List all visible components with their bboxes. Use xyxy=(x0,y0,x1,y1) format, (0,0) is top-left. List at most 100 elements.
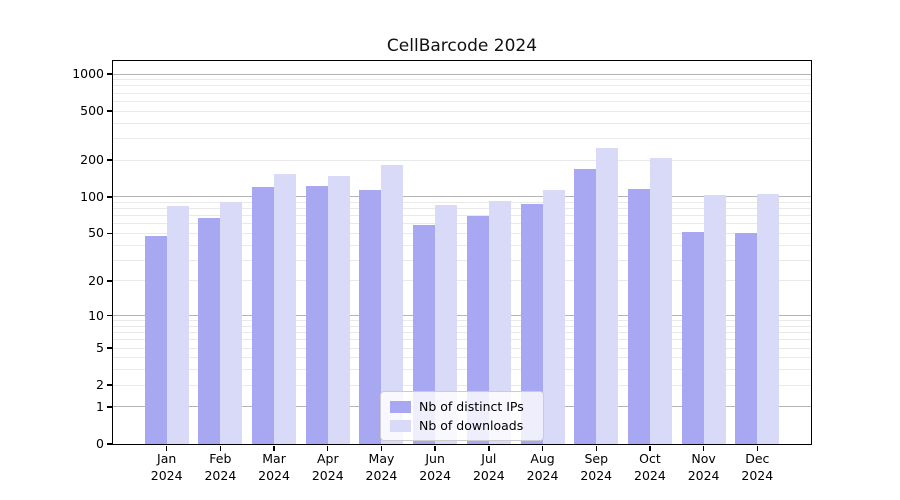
x-label-month: Aug xyxy=(530,451,555,466)
bar-ips-nov xyxy=(681,232,704,444)
legend-item-distinct-ips: Nb of distinct IPs xyxy=(390,397,534,416)
minor-gridline xyxy=(113,320,811,322)
x-label-year: 2024 xyxy=(150,467,183,483)
y-tick-mark xyxy=(107,159,112,161)
legend-item-downloads: Nb of downloads xyxy=(390,416,534,435)
x-label-month: Oct xyxy=(639,451,661,466)
bar-ips-aug xyxy=(520,204,543,444)
x-tick-label: Aug 2024 xyxy=(516,451,570,484)
minor-gridline xyxy=(113,332,811,334)
x-label-month: Apr xyxy=(316,451,339,466)
x-tick-mark xyxy=(380,446,383,451)
bar-ips-mar xyxy=(252,187,275,444)
minor-gridline xyxy=(113,208,811,210)
x-tick-mark xyxy=(327,446,329,451)
y-tick-mark xyxy=(107,110,112,112)
x-label-year: 2024 xyxy=(472,467,505,483)
x-tick-mark xyxy=(434,446,436,451)
x-label-month: Nov xyxy=(691,451,716,466)
minor-gridline xyxy=(113,100,811,102)
major-gridline xyxy=(113,315,811,317)
bar-downloads-mar xyxy=(274,174,297,444)
bar-downloads-jul xyxy=(488,201,511,444)
x-label-year: 2024 xyxy=(365,467,398,483)
minor-gridline xyxy=(113,110,811,112)
x-tick-mark xyxy=(702,446,705,451)
x-tick-label: Nov 2024 xyxy=(677,451,731,484)
y-tick-mark xyxy=(107,232,112,235)
y-tick-label: 100 xyxy=(80,188,104,204)
minor-gridline xyxy=(113,369,811,371)
x-tick-mark xyxy=(165,446,168,451)
y-tick-label: 20 xyxy=(88,272,104,288)
x-label-year: 2024 xyxy=(687,467,720,483)
bar-ips-feb xyxy=(198,218,221,444)
x-tick-mark xyxy=(756,446,758,451)
bar-downloads-nov xyxy=(703,195,726,444)
legend-label: Nb of distinct IPs xyxy=(419,399,524,414)
legend-label: Nb of downloads xyxy=(419,418,524,433)
bar-ips-dec xyxy=(735,233,758,444)
x-label-month: Feb xyxy=(209,451,232,466)
bar-downloads-aug xyxy=(542,189,565,444)
y-tick-mark xyxy=(107,347,112,349)
x-label-month: Sep xyxy=(584,451,608,466)
y-tick-mark xyxy=(107,73,112,75)
minor-gridline xyxy=(113,280,811,282)
x-tick-label: Sep 2024 xyxy=(569,451,623,484)
x-label-year: 2024 xyxy=(204,467,237,483)
minor-gridline xyxy=(113,92,811,94)
bar-ips-sep xyxy=(574,168,597,444)
bar-ips-oct xyxy=(627,189,650,444)
bar-downloads-jun xyxy=(435,205,458,444)
x-label-month: Mar xyxy=(262,451,286,466)
minor-gridline xyxy=(113,201,811,203)
bar-downloads-sep xyxy=(596,148,619,444)
x-label-month: Jul xyxy=(481,451,497,466)
bar-ips-jan xyxy=(144,235,167,444)
x-label-year: 2024 xyxy=(419,467,452,483)
x-tick-label: Apr 2024 xyxy=(301,451,355,484)
minor-gridline xyxy=(113,223,811,225)
x-tick-label: May 2024 xyxy=(354,451,408,484)
minor-gridline xyxy=(113,339,811,341)
y-tick-mark xyxy=(107,314,112,317)
x-tick-mark xyxy=(273,446,275,451)
bar-downloads-oct xyxy=(649,158,672,444)
minor-gridline xyxy=(113,137,811,139)
y-tick-label: 500 xyxy=(80,103,104,119)
minor-gridline xyxy=(113,244,811,246)
x-tick-mark xyxy=(219,446,222,451)
minor-gridline xyxy=(113,122,811,124)
minor-gridline xyxy=(113,159,811,161)
bar-ips-apr xyxy=(305,186,328,444)
x-label-year: 2024 xyxy=(526,467,559,483)
y-tick-label: 200 xyxy=(80,152,104,168)
x-tick-label: Mar 2024 xyxy=(247,451,301,484)
bar-downloads-feb xyxy=(220,201,243,444)
x-label-year: 2024 xyxy=(311,467,344,483)
chart-title: CellBarcode 2024 xyxy=(386,36,538,56)
x-tick-label: Oct 2024 xyxy=(623,451,677,484)
y-tick-label: 2 xyxy=(96,377,104,393)
y-tick-label: 5 xyxy=(96,340,104,356)
y-tick-mark xyxy=(107,384,112,386)
minor-gridline xyxy=(113,325,811,327)
minor-gridline xyxy=(113,347,811,349)
x-label-month: Jan xyxy=(157,451,177,466)
bar-ips-jun xyxy=(413,224,436,444)
x-label-year: 2024 xyxy=(634,467,666,483)
x-tick-mark xyxy=(488,446,490,451)
x-label-month: Jun xyxy=(425,451,445,466)
minor-gridline xyxy=(113,259,811,261)
x-tick-mark xyxy=(595,446,597,451)
y-tick-label: 50 xyxy=(88,225,104,241)
major-gridline xyxy=(113,73,811,75)
y-tick-mark xyxy=(107,196,112,198)
bar-downloads-jan xyxy=(166,206,189,444)
minor-gridline xyxy=(113,79,811,81)
x-label-year: 2024 xyxy=(741,467,774,483)
y-tick-label: 10 xyxy=(88,307,104,323)
bar-ips-may xyxy=(359,189,382,444)
